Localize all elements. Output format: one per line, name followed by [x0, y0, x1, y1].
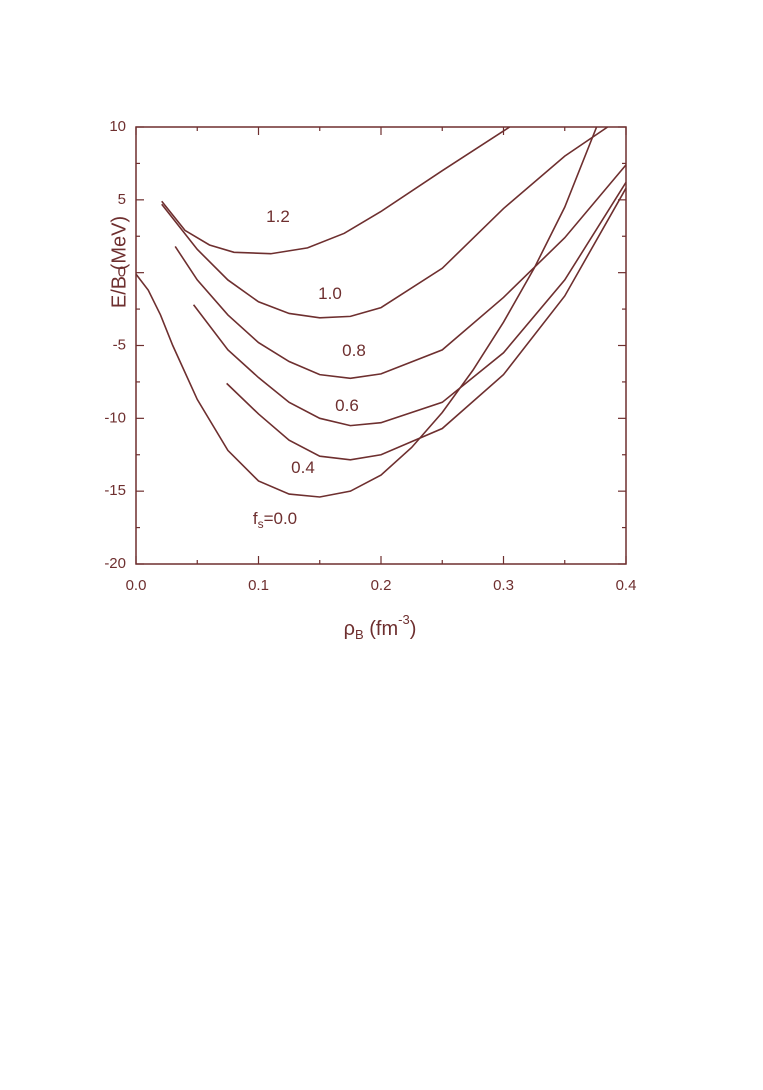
curve-label: 0.6 [335, 396, 359, 415]
series-name: 0.8 [342, 341, 366, 360]
curve [135, 126, 598, 498]
curve-label: 1.0 [318, 284, 342, 303]
y-tick-label: -20 [104, 555, 126, 572]
y-tick-label: 5 [118, 191, 126, 208]
series-name: 1.0 [318, 284, 342, 303]
curve [174, 164, 627, 380]
curve [226, 187, 627, 461]
label-symbol: f [253, 509, 258, 528]
y-tick-label: -15 [104, 482, 126, 499]
y-axis-title: E/B (MeV) [108, 216, 130, 308]
y-tick-label: -10 [104, 409, 126, 426]
curve [161, 126, 511, 255]
x-tick-label: 0.2 [371, 577, 392, 594]
series-name: =0.0 [264, 509, 298, 528]
x-tick-label: 0.0 [126, 577, 147, 594]
x-axis-title: ρB (fm-3) [344, 612, 417, 642]
x-tick-label: 0.3 [493, 577, 514, 594]
y-tick-label: -5 [113, 336, 126, 353]
series-name: 0.4 [291, 458, 315, 477]
series-name: 1.2 [266, 207, 290, 226]
plot-frame [135, 126, 627, 565]
curve-label: fs=0.0 [253, 509, 297, 531]
label-subscript: s [258, 517, 264, 531]
curve-label: 0.4 [291, 458, 315, 477]
series-name: 0.6 [335, 396, 359, 415]
curve-label: 0.8 [342, 341, 366, 360]
x-axis-unit: (fm [364, 618, 398, 640]
curve [161, 126, 609, 319]
x-axis-symbol: ρ [344, 618, 355, 640]
y-tick-label: 0 [118, 264, 126, 281]
y-tick-label: 10 [109, 118, 126, 135]
x-axis-subscript: B [355, 627, 364, 642]
x-axis-superscript: -3 [398, 612, 410, 627]
x-axis-close: ) [410, 618, 417, 640]
x-tick-label: 0.4 [616, 577, 637, 594]
x-tick-label: 0.1 [248, 577, 269, 594]
curve-label: 1.2 [266, 207, 290, 226]
curve [192, 181, 627, 427]
